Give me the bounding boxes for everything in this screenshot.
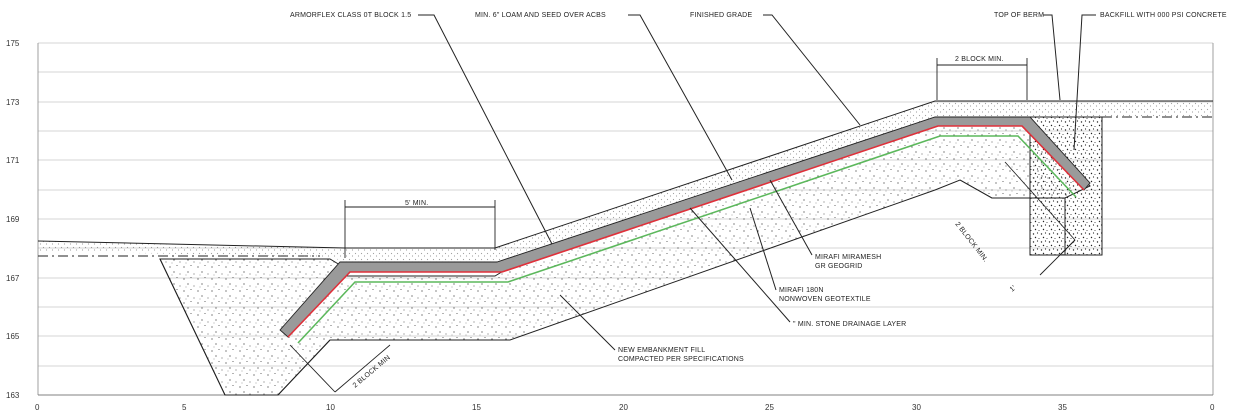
top-block-dimension: 2 BLOCK MIN. — [936, 56, 1028, 100]
loam-label: MIN. 6" LOAM AND SEED OVER ACBS — [475, 12, 606, 19]
x-tick: 5 — [182, 403, 187, 412]
geotextile-line — [297, 135, 1077, 344]
bench-dimension: 5' MIN. — [344, 200, 496, 258]
bench-dimension-label: 5' MIN. — [405, 200, 428, 207]
right-key-trench — [959, 179, 1102, 256]
top-block-dimension-label: 2 BLOCK MIN. — [955, 56, 1004, 63]
y-tick: 173 — [6, 98, 20, 107]
right-small-dimension-label: 1' — [1009, 285, 1018, 294]
miramesh-label-2: GR GEOGRID — [815, 263, 863, 270]
top-of-berm-label: TOP OF BERM — [994, 12, 1044, 19]
y-tick: 165 — [6, 332, 20, 341]
finished-grade-label: FINISHED GRADE — [690, 12, 752, 19]
x-tick: 20 — [619, 403, 628, 412]
toe-block-dimension-label: 2 BLOCK MIN — [352, 354, 392, 389]
x-tick: 35 — [1058, 403, 1067, 412]
miramesh-label-1: MIRAFI MIRAMESH — [815, 254, 881, 261]
geotextile-label-2: NONWOVEN GEOTEXTILE — [779, 296, 871, 303]
x-tick: 15 — [472, 403, 481, 412]
geotextile-label-1: MIRAFI 180N — [779, 287, 824, 294]
right-block-dimension-label: 2 BLOCK MIN. — [953, 221, 989, 264]
backfill-label: BACKFILL WITH 000 PSI CONCRETE — [1100, 12, 1227, 19]
x-tick: 0 — [35, 403, 40, 412]
y-tick: 171 — [6, 156, 20, 165]
y-tick: 169 — [6, 215, 20, 224]
x-tick: 10 — [326, 403, 335, 412]
fill-label-2: COMPACTED PER SPECIFICATIONS — [618, 356, 744, 363]
fill-label-1: NEW EMBANKMENT FILL — [618, 347, 705, 354]
x-axis-ticks: 0 5 10 15 20 25 30 35 0 — [35, 403, 1215, 412]
leaders — [418, 14, 1096, 351]
y-tick: 167 — [6, 274, 20, 283]
geogrid-line — [287, 125, 1085, 338]
x-tick: 0 — [1210, 403, 1215, 412]
x-tick: 30 — [912, 403, 921, 412]
y-axis-ticks: 175 173 171 169 167 165 163 — [6, 39, 20, 400]
y-tick: 175 — [6, 39, 20, 48]
toe-trench — [159, 258, 331, 396]
x-tick: 25 — [765, 403, 774, 412]
y-tick: 163 — [6, 391, 20, 400]
armorflex-label: ARMORFLEX CLASS 0T BLOCK 1.5 — [290, 12, 411, 19]
loam-layer — [38, 101, 1213, 262]
drainage-label: " MIN. STONE DRAINAGE LAYER — [793, 321, 906, 328]
